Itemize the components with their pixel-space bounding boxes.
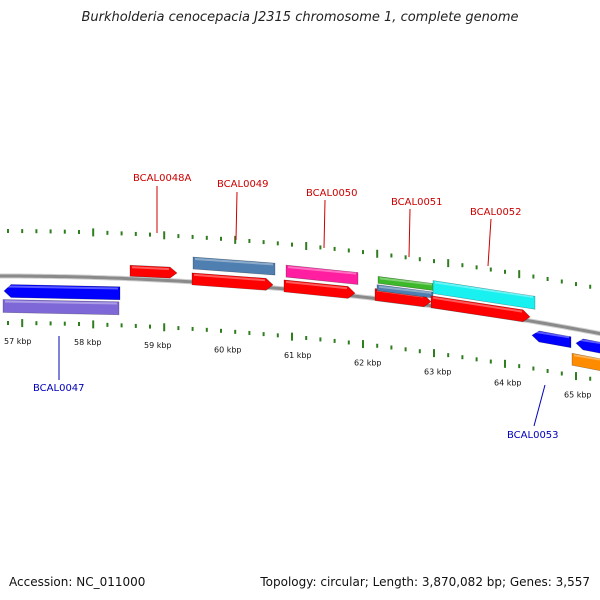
kbp-scale-labels: 57 kbp 58 kbp 59 kbp 60 kbp 61 kbp 62 kbp 63 k… <box>4 337 592 399</box>
gene-labels: BCAL0048A BCAL0049 BCAL0050 BCAL0051 BCAL005… <box>33 173 559 441</box>
map-title: Burkholderia cenocepacia J2315 chromosom… <box>81 10 519 25</box>
gene-label-bcal0049[interactable]: BCAL0049 <box>217 179 269 190</box>
gene-label-bcal0053[interactable]: BCAL0053 <box>507 430 559 441</box>
feature-highlight <box>380 277 432 286</box>
kbp-label: 58 kbp <box>74 338 102 347</box>
feature-highlight <box>6 285 118 290</box>
leader-line <box>235 191 238 241</box>
feature-next-cds[interactable] <box>571 352 600 371</box>
gene-label-bcal0052[interactable]: BCAL0052 <box>470 207 522 218</box>
feature-bcal0049-cds[interactable] <box>192 256 276 276</box>
leader-line <box>323 199 326 249</box>
kbp-label: 63 kbp <box>424 368 452 377</box>
feature-bcal0048a[interactable] <box>129 264 178 279</box>
feature-highlight <box>288 266 356 275</box>
feature-bcal0050-cds[interactable] <box>285 264 359 285</box>
gene-label-bcal0047[interactable]: BCAL0047 <box>33 383 85 394</box>
outer-tick-ring <box>7 228 592 289</box>
feature-highlight <box>435 281 533 298</box>
inner-tick-ring <box>7 319 592 381</box>
accession-text: Accession: NC_011000 <box>9 575 146 589</box>
label-leader-lines <box>58 186 546 427</box>
feature-highlight <box>132 266 169 271</box>
gene-label-bcal0050[interactable]: BCAL0050 <box>306 188 358 199</box>
feature-highlight <box>534 330 569 339</box>
feature-highlight <box>195 258 273 266</box>
kbp-label: 62 kbp <box>354 359 382 368</box>
gene-label-bcal0048a[interactable]: BCAL0048A <box>133 173 192 184</box>
kbp-label: 65 kbp <box>564 390 592 399</box>
feature-highlight <box>194 273 265 282</box>
kbp-label: 57 kbp <box>4 337 32 346</box>
feature-highlight <box>578 338 600 345</box>
feature-highlight <box>379 285 431 294</box>
leader-line <box>487 218 492 267</box>
feature-bcal0052-cds[interactable] <box>432 280 536 310</box>
feature-highlight <box>574 354 600 361</box>
feature-bcal0053-gene[interactable] <box>531 330 572 349</box>
feature-highlight <box>433 296 522 313</box>
feature-next-gene[interactable] <box>575 338 600 354</box>
kbp-label: 59 kbp <box>144 341 172 350</box>
kbp-label: 61 kbp <box>284 351 312 360</box>
leader-line <box>533 384 546 427</box>
leader-line <box>408 208 411 258</box>
genome-summary-text: Topology: circular; Length: 3,870,082 bp… <box>260 575 590 589</box>
feature-bcal0047-cds[interactable] <box>2 299 120 316</box>
feature-bcal0047-gene[interactable] <box>3 284 121 301</box>
feature-bcal0050-gene[interactable] <box>283 279 356 299</box>
gene-label-bcal0051[interactable]: BCAL0051 <box>391 197 443 208</box>
feature-highlight <box>286 280 347 290</box>
kbp-label: 64 kbp <box>494 378 522 387</box>
feature-bcal0052-gene[interactable] <box>430 295 531 323</box>
feature-bcal0049-gene[interactable] <box>191 272 274 291</box>
gene-features[interactable] <box>2 256 600 372</box>
feature-highlight <box>5 300 117 305</box>
kbp-label: 60 kbp <box>214 345 242 354</box>
